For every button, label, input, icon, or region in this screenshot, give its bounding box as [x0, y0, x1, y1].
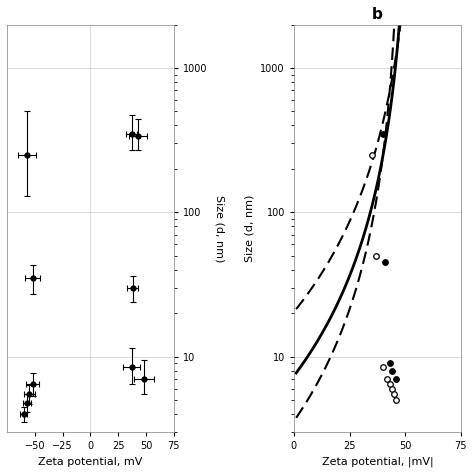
X-axis label: Zeta potential, mV: Zeta potential, mV: [38, 456, 143, 466]
Title: b: b: [372, 7, 383, 22]
Y-axis label: Size (d, nm): Size (d, nm): [214, 194, 224, 262]
X-axis label: Zeta potential, |mV|: Zeta potential, |mV|: [321, 456, 433, 467]
Y-axis label: Size (d, nm): Size (d, nm): [245, 194, 255, 262]
